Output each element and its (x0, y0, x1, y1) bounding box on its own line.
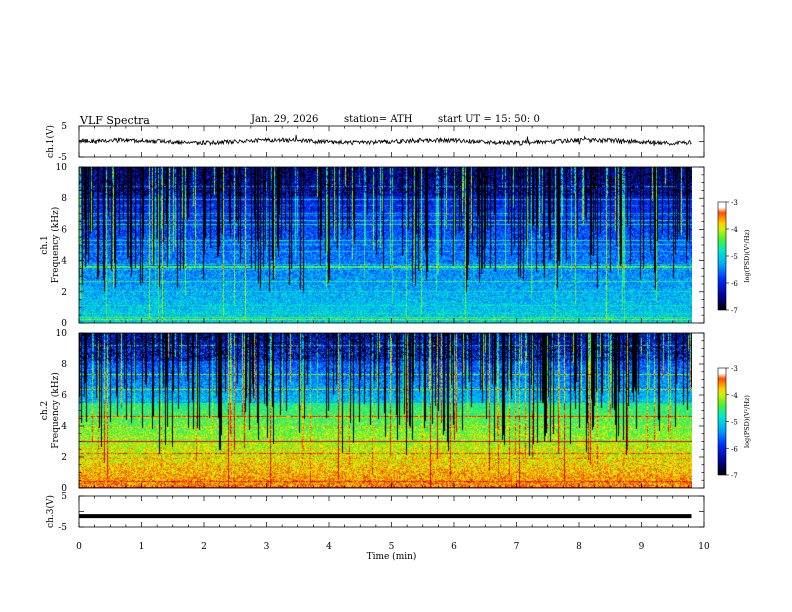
figure-title: VLF Spectra (80, 114, 150, 127)
x-tick-label-5: 5 (389, 542, 395, 552)
station-label: station= ATH (344, 114, 413, 125)
ch2-spectrogram-ytick-label-1: 2 (61, 453, 67, 463)
x-tick-label-6: 6 (451, 542, 457, 552)
ch1-spectrogram-ylabel: ch.1Frequency (kHz) (40, 207, 61, 284)
x-tick-label-9: 9 (639, 542, 645, 552)
ch2-spectrogram-colorbar-tick-label-0: -3 (731, 365, 738, 373)
ch1-spectrogram-colorbar-label: log(PSD)(V²/Hz) (743, 229, 751, 282)
ch1-spectrogram-ytick-label-2: 4 (61, 257, 67, 267)
ch1-spectrogram-image (79, 167, 692, 323)
ch2-spectrogram-colorbar (717, 367, 727, 476)
ch1-spectrogram-colorbar-tick-label-0: -3 (731, 199, 738, 207)
x-tick-label-0: 0 (76, 542, 82, 552)
x-tick-label-10: 10 (698, 542, 710, 552)
ch2-spectrogram-colorbar-tick-label-2: -5 (731, 419, 738, 427)
ch1-spectrogram-ytick-label-4: 8 (61, 194, 67, 204)
ch2-spectrogram-ytick-label-4: 8 (61, 360, 67, 370)
ch1-spectrogram-colorbar (717, 201, 727, 311)
ch2-spectrogram-colorbar-tick-label-3: -6 (731, 445, 738, 453)
ch2-spectrogram-ytick-label-2: 4 (61, 422, 67, 432)
ch1-spectrogram-colorbar-tick-label-3: -6 (731, 280, 738, 288)
ch2-spectrogram-image (79, 333, 692, 488)
ch2-spectrogram-ytick-label-5: 10 (56, 329, 68, 339)
ch1-waveform-trace (78, 134, 692, 147)
ch1-waveform-ytick-label-0: 5 (61, 122, 67, 132)
ch2-spectrogram-colorbar-tick-label-1: -4 (731, 392, 738, 400)
ch1-spectrogram-ytick-label-0: 0 (61, 319, 67, 329)
ch2-spectrogram-colorbar-tick-label-4: -7 (731, 472, 738, 480)
x-axis-label: Time (min) (367, 551, 417, 562)
ch2-spectrogram-ytick-label-3: 6 (61, 391, 67, 401)
x-tick-label-1: 1 (139, 542, 145, 552)
ch1-waveform-ytick-label-1: -5 (58, 153, 67, 163)
ch1-spectrogram-ytick-label-3: 6 (61, 225, 67, 235)
x-tick-label-4: 4 (326, 542, 332, 552)
start-time-label: start UT = 15: 50: 0 (438, 114, 540, 125)
ch1-spectrogram-colorbar-tick-label-1: -4 (731, 226, 738, 234)
ch2-spectrogram-ylabel: ch.2Frequency (kHz) (40, 372, 61, 449)
ch3-waveform-ytick-label-0: 5 (61, 492, 67, 502)
ch3-waveform-ylabel: ch.3(V) (45, 495, 56, 528)
ch1-waveform-ylabel: ch.1(V) (45, 125, 56, 158)
ch2-spectrogram-ytick-label-0: 0 (61, 484, 67, 494)
x-tick-label-8: 8 (576, 542, 582, 552)
ch2-spectrogram-colorbar-label: log(PSD)(V²/Hz) (743, 395, 751, 448)
x-tick-label-3: 3 (264, 542, 270, 552)
ch1-spectrogram-ytick-label-5: 10 (56, 163, 68, 173)
ch1-spectrogram-ytick-label-1: 2 (61, 288, 67, 298)
ch1-spectrogram-colorbar-tick-label-2: -5 (731, 253, 738, 261)
ch3-waveform-ytick-label-1: -5 (58, 523, 67, 533)
date-label: Jan. 29, 2026 (251, 114, 319, 125)
ch1-spectrogram-colorbar-tick-label-4: -7 (731, 307, 738, 315)
x-tick-label-7: 7 (514, 542, 520, 552)
x-tick-label-2: 2 (201, 542, 207, 552)
